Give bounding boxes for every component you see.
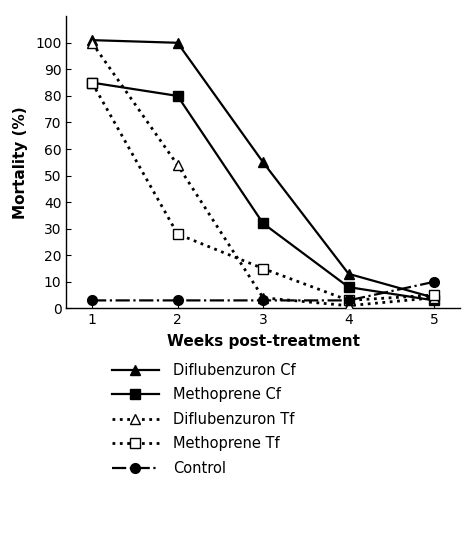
Y-axis label: Mortality (%): Mortality (%): [13, 106, 28, 219]
X-axis label: Weeks post-treatment: Weeks post-treatment: [166, 334, 360, 349]
Legend: Diflubenzuron Cf, Methoprene Cf, Diflubenzuron Tf, Methoprene Tf, Control: Diflubenzuron Cf, Methoprene Cf, Diflube…: [106, 357, 302, 481]
